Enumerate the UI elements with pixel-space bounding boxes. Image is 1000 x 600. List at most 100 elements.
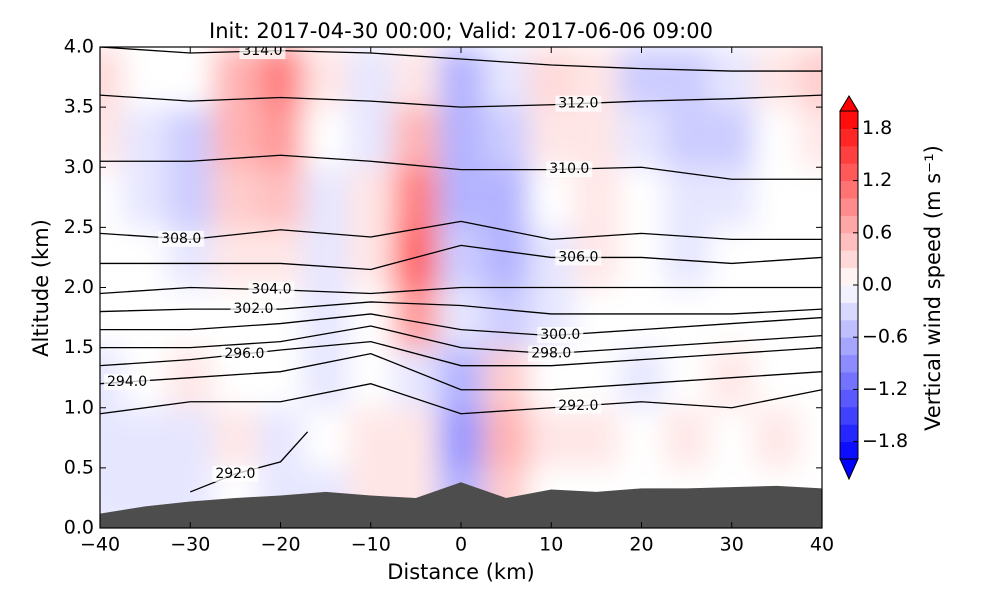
colorbar-swatch bbox=[840, 198, 858, 216]
field-cell bbox=[664, 167, 710, 228]
field-cell bbox=[754, 107, 800, 168]
field-cell bbox=[799, 47, 822, 108]
field-cell bbox=[528, 167, 575, 228]
field-cell bbox=[483, 347, 530, 409]
field-cell bbox=[100, 227, 124, 288]
field-cell bbox=[483, 167, 530, 228]
field-cell bbox=[483, 407, 530, 469]
contour-line bbox=[100, 313, 822, 337]
field-cell bbox=[483, 227, 530, 288]
y-tick-label: 2.5 bbox=[64, 216, 94, 238]
x-tick-label: −30 bbox=[170, 534, 210, 556]
field-cell bbox=[303, 347, 349, 409]
field-cell bbox=[167, 47, 214, 108]
contour-line bbox=[100, 244, 822, 271]
colorbar-tick-label: −0.6 bbox=[862, 326, 908, 348]
field-cell bbox=[618, 407, 665, 469]
colorbar-swatch bbox=[840, 163, 858, 182]
field-cell bbox=[257, 107, 304, 168]
field-cell bbox=[483, 107, 530, 168]
contour-label-gap bbox=[537, 326, 584, 343]
field-cell bbox=[573, 407, 620, 469]
contour-label: 294.0 bbox=[107, 374, 147, 390]
field-cell bbox=[122, 167, 169, 228]
field-cell bbox=[483, 47, 530, 108]
x-axis-label: Distance (km) bbox=[387, 560, 535, 584]
contour-label-gap bbox=[555, 397, 602, 414]
field-cell bbox=[754, 167, 800, 228]
field-cell bbox=[303, 167, 349, 228]
colorbar-swatch bbox=[840, 250, 858, 269]
colorbar-swatch bbox=[840, 111, 858, 129]
field-cell bbox=[257, 167, 304, 228]
colorbar-tick-label: 0.0 bbox=[862, 274, 892, 296]
field-cell bbox=[618, 47, 665, 108]
colorbar-swatch bbox=[840, 424, 858, 443]
field-cell bbox=[799, 407, 822, 469]
field-cell bbox=[122, 287, 169, 349]
contour-label-gap bbox=[104, 373, 151, 390]
contour-label-gap bbox=[546, 161, 593, 178]
colorbar-swatch bbox=[840, 215, 858, 234]
field-cell bbox=[167, 287, 214, 349]
x-tick-label: 30 bbox=[720, 534, 744, 556]
field-cell bbox=[664, 107, 710, 168]
y-tick-label: 0.5 bbox=[64, 456, 94, 478]
colorbar-swatch bbox=[840, 128, 858, 147]
x-tick-label: −40 bbox=[80, 534, 120, 556]
plot-area: 314.0 312.0 310.0 308.0 306.0 304.0 302.0 300.0… bbox=[100, 47, 822, 528]
field-cell bbox=[438, 107, 485, 168]
field-cell bbox=[664, 287, 710, 349]
contour-line bbox=[100, 94, 822, 108]
colorbar-swatch bbox=[840, 389, 858, 408]
field-cell bbox=[754, 407, 800, 469]
field-cell bbox=[799, 167, 822, 228]
field-cell bbox=[348, 107, 394, 168]
field-cell bbox=[664, 407, 710, 469]
field-cell bbox=[709, 287, 755, 349]
contour-line bbox=[100, 325, 822, 355]
colorbar-swatch bbox=[840, 145, 858, 164]
field-cell bbox=[122, 107, 169, 168]
y-tick-label: 4.0 bbox=[64, 36, 94, 58]
contour-label-gap bbox=[555, 249, 602, 266]
contour-label-gap bbox=[221, 345, 268, 362]
field-cell bbox=[438, 167, 485, 228]
colorbar-swatch bbox=[840, 267, 858, 286]
field-cell bbox=[257, 407, 304, 469]
contour-label-gap bbox=[528, 345, 575, 362]
contour-line bbox=[100, 220, 822, 241]
contour-line bbox=[100, 383, 822, 415]
field-cell bbox=[303, 47, 349, 108]
field-cell bbox=[573, 107, 620, 168]
field-cell bbox=[573, 167, 620, 228]
contour-label: 312.0 bbox=[558, 96, 598, 112]
terrain bbox=[100, 482, 822, 528]
field-cell bbox=[483, 287, 530, 349]
field-cell bbox=[303, 287, 349, 349]
colorbar: −1.8 −1.2 −0.6 0.0 0.6 1.2 1.8 bbox=[839, 95, 908, 481]
y-tick-label: 3.5 bbox=[64, 96, 94, 118]
contour-line bbox=[100, 301, 822, 315]
colorbar-tick-label: 1.2 bbox=[862, 169, 892, 191]
colorbar-swatch bbox=[840, 372, 858, 390]
field-cell bbox=[100, 167, 124, 228]
colorbar-swatch bbox=[840, 180, 858, 199]
field-cell bbox=[167, 167, 214, 228]
contour-line bbox=[100, 286, 822, 295]
field-cell bbox=[709, 107, 755, 168]
contour-label: 292.0 bbox=[558, 398, 598, 414]
x-tick-label: 0 bbox=[455, 534, 467, 556]
field-cell bbox=[438, 227, 485, 288]
field-cell bbox=[618, 347, 665, 409]
field-cell bbox=[348, 287, 394, 349]
contour-label-gap bbox=[239, 47, 286, 60]
field-cell bbox=[664, 47, 710, 108]
contour-label: 292.0 bbox=[215, 466, 255, 482]
field-cell bbox=[438, 287, 485, 349]
y-tick-label: 3.0 bbox=[64, 156, 94, 178]
contour-label: 298.0 bbox=[531, 346, 571, 362]
field-cell bbox=[393, 287, 439, 349]
field-cell bbox=[528, 107, 575, 168]
contour-label-gap bbox=[158, 230, 205, 247]
